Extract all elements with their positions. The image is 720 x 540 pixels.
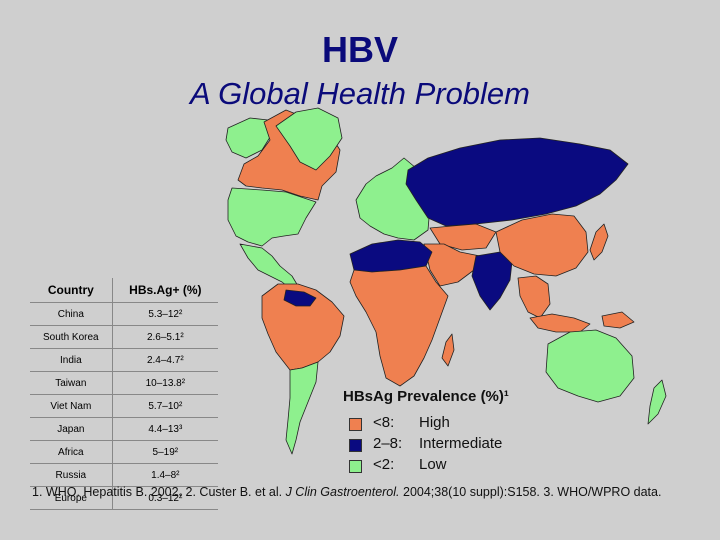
map-region-indonesia (529, 313, 591, 333)
prevalence-cell: 10–13.8² (112, 371, 218, 395)
map-region-usa (227, 187, 317, 247)
map-region-mexico-central-america (239, 243, 299, 291)
legend-swatch-low (349, 460, 362, 473)
legend-item-low: <2: Low (343, 456, 623, 477)
legend-swatch-intermediate (349, 439, 362, 452)
table-row: Japan 4.4–13³ (30, 417, 218, 441)
table-header-row: Country HBs.Ag+ (%) (30, 278, 218, 303)
prevalence-cell: 5–19² (112, 440, 218, 464)
country-cell: India (30, 348, 113, 372)
table-row: Viet Nam 5.7–10² (30, 394, 218, 418)
prevalence-cell: 0.3–12² (112, 486, 218, 510)
map-region-sub-saharan-africa (349, 265, 449, 387)
footnote-journal: J Clin Gastroenterol. (285, 485, 400, 499)
map-region-greenland (275, 107, 343, 171)
footnote-text: 1. WHO. Hepatitis B. 2002. 2. Custer B. … (32, 485, 286, 499)
map-region-amazon-region (283, 289, 317, 307)
map-region-northern-south-america (261, 283, 345, 371)
table-row: Taiwan 10–13.8² (30, 371, 218, 395)
country-cell: Europe (30, 486, 113, 510)
prevalence-cell: 4.4–13³ (112, 417, 218, 441)
footnote-text-end: 2004;38(10 suppl):S158. 3. WHO/WPRO data… (399, 485, 662, 499)
map-region-china (495, 213, 589, 277)
map-region-papua (601, 311, 635, 329)
table-row: India 2.4–4.7² (30, 348, 218, 372)
column-header-country: Country (30, 278, 113, 303)
country-cell: Taiwan (30, 371, 113, 395)
country-cell: China (30, 302, 113, 326)
map-region-southern-south-america (285, 361, 319, 455)
page-title: HBV (321, 29, 398, 70)
country-cell: Africa (30, 440, 113, 464)
page-subtitle: A Global Health Problem (189, 76, 531, 111)
map-region-new-zealand (647, 379, 667, 425)
map-region-japan (589, 223, 609, 261)
map-region-madagascar (441, 333, 455, 367)
legend-title: HBsAg Prevalence (%)¹ (343, 388, 509, 405)
legend-range-label: <8: (373, 414, 395, 431)
country-cell: South Korea (30, 325, 113, 349)
map-region-australia (545, 329, 635, 403)
table-row: China 5.3–12² (30, 302, 218, 326)
prevalence-cell: 2.4–4.7² (112, 348, 218, 372)
prevalence-cell: 5.3–12² (112, 302, 218, 326)
map-region-india (471, 251, 513, 311)
legend-level-label: Low (419, 456, 447, 473)
table-row: South Korea 2.6–5.1² (30, 325, 218, 349)
map-region-russia (405, 137, 629, 227)
table-row: Africa 5–19² (30, 440, 218, 464)
prevalence-cell: 1.4–8² (112, 463, 218, 487)
prevalence-cell: 5.7–10² (112, 394, 218, 418)
legend-item-high: <8: High (343, 414, 623, 435)
table-row: Russia 1.4–8² (30, 463, 218, 487)
column-header-hbsag: HBs.Ag+ (%) (112, 278, 218, 303)
legend-swatch-high (349, 418, 362, 431)
map-region-southeast-asia (517, 275, 551, 319)
legend-level-label: High (419, 414, 450, 431)
footnote: 1. WHO. Hepatitis B. 2002. 2. Custer B. … (32, 484, 692, 500)
country-cell: Viet Nam (30, 394, 113, 418)
country-cell: Russia (30, 463, 113, 487)
legend-range-label: <2: (373, 456, 395, 473)
legend-level-label: Intermediate (419, 435, 503, 452)
table-row: Europe 0.3–12² (30, 486, 218, 510)
hbsag-country-table: Country HBs.Ag+ (%) China 5.3–12² South K… (30, 278, 218, 510)
legend-range-label: 2–8: (373, 435, 403, 452)
legend-item-intermediate: 2–8: Intermediate (343, 435, 623, 456)
country-cell: Japan (30, 417, 113, 441)
prevalence-cell: 2.6–5.1² (112, 325, 218, 349)
map-legend: HBsAg Prevalence (%)¹ <8: High 2–8: Inte… (343, 388, 623, 477)
